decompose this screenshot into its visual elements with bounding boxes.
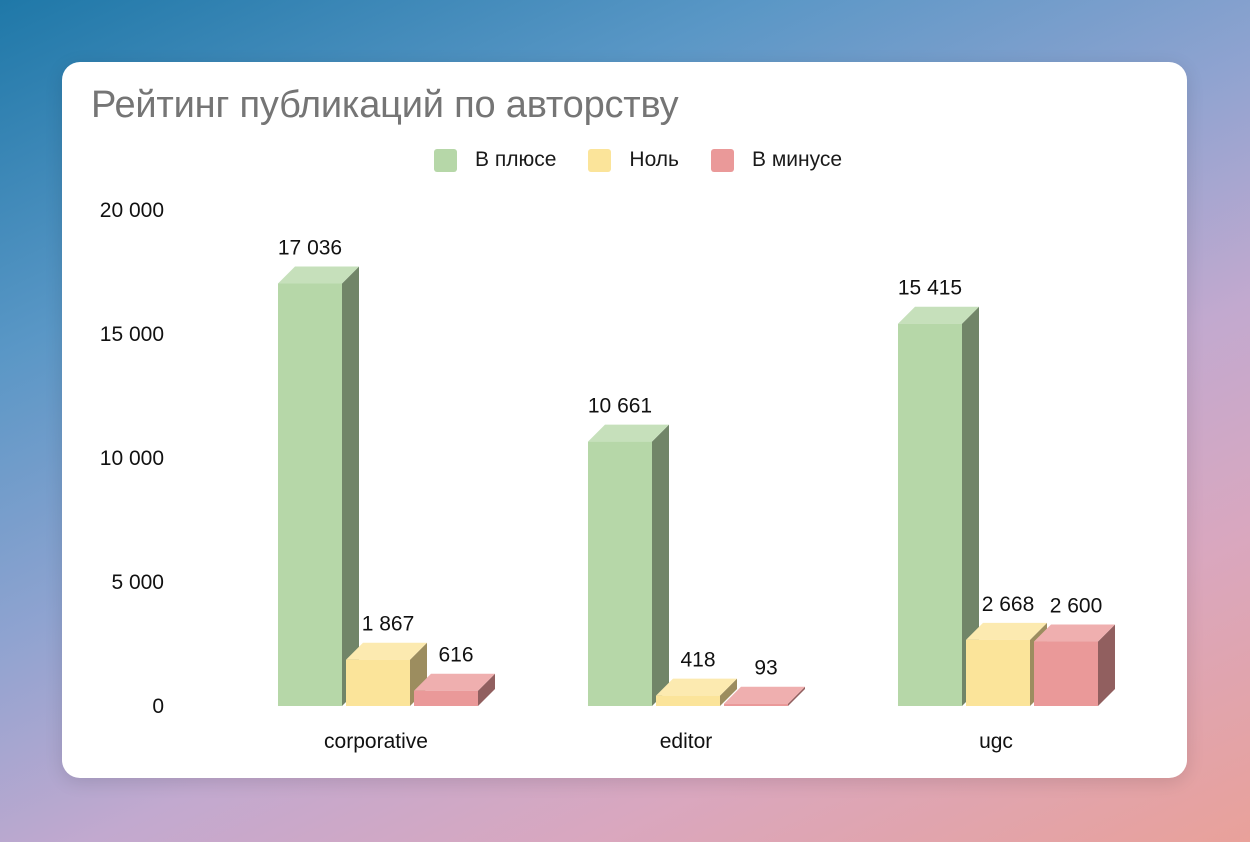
y-tick-label: 5 000 [111,571,164,594]
chart-card: Рейтинг публикаций по авторству В плюсе … [62,62,1187,778]
legend-swatch-minus [710,148,734,172]
legend-swatch-zero [588,148,612,172]
bar[interactable]: 1 867 [346,611,427,706]
y-tick-label: 20 000 [100,199,164,222]
bar[interactable]: 616 [414,642,495,706]
legend-swatch-plus [434,148,457,172]
y-axis: 0 5 000 10 000 15 000 20 000 [100,199,164,718]
bar-value-label: 10 661 [588,395,652,418]
bar[interactable]: 93 [724,655,805,706]
bar-value-label: 418 [680,649,715,672]
bar-value-label: 17 036 [278,237,342,260]
x-axis: corporative editor ugc [324,730,1013,753]
bar-group-corporative: 17 036 1 867 616 [276,235,495,706]
bar-group-ugc: 15 415 2 668 2 600 [896,275,1115,706]
bar-value-label: 93 [754,657,777,680]
x-tick-label: corporative [324,730,428,753]
legend-item-minus[interactable]: В минусе [710,148,843,172]
bar[interactable]: 10 661 [586,393,669,706]
bar-group-editor: 10 661 418 93 [586,393,805,706]
y-tick-label: 0 [152,695,164,718]
legend-item-zero[interactable]: Ноль [588,148,679,172]
bar-value-label: 2 600 [1050,595,1103,618]
bars: 17 036 1 867 616 10 661 418 93 15 415 2 668 2 60… [276,235,1115,706]
chart-legend: В плюсе Ноль В минусе [434,148,874,172]
bar[interactable]: 418 [656,647,737,706]
bar-value-label: 15 415 [898,277,962,300]
bar-value-label: 2 668 [982,593,1035,616]
legend-label: Ноль [629,148,679,171]
legend-label: В минусе [751,148,843,171]
bar-value-label: 1 867 [362,613,415,636]
x-tick-label: editor [660,730,713,753]
chart-title: Рейтинг публикаций по авторству [91,84,679,126]
x-tick-label: ugc [979,730,1013,753]
bar[interactable]: 17 036 [276,235,359,706]
bar-value-label: 616 [438,644,473,667]
bar[interactable]: 15 415 [896,275,979,706]
legend-label: В плюсе [475,148,557,171]
y-tick-label: 15 000 [100,323,164,346]
bar[interactable]: 2 600 [1034,593,1115,706]
legend-item-plus[interactable]: В плюсе [434,148,556,172]
y-tick-label: 10 000 [100,447,164,470]
